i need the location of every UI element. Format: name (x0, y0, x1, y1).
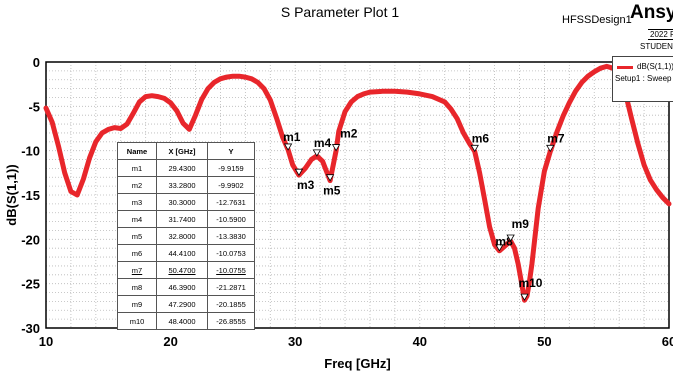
marker-x: 32.8000 (156, 227, 208, 245)
marker-name: m6 (117, 244, 157, 262)
x-tick-label: 30 (288, 334, 302, 349)
marker-y: -13.3830 (207, 227, 255, 245)
marker-m9-icon[interactable] (506, 234, 515, 242)
table-row: m3 30.3000 -12.7631 (117, 193, 255, 211)
table-row: m10 48.4000 -26.8555 (117, 312, 255, 330)
marker-label-m9: m9 (512, 217, 530, 231)
table-row: m9 47.2900 -20.1855 (117, 295, 255, 313)
marker-x: 50.4700 (156, 261, 208, 279)
design-name: HFSSDesign1 (562, 14, 632, 26)
marker-name: m5 (117, 227, 157, 245)
table-row: m4 31.7400 -10.5900 (117, 210, 255, 228)
header-y: Y (207, 142, 255, 160)
marker-name: m10 (117, 312, 157, 330)
release-label: 2022 R (648, 29, 673, 40)
marker-x: 31.7400 (156, 210, 208, 228)
x-tick-label: 60 (662, 334, 673, 349)
x-axis-label: Freq [GHz] (324, 356, 390, 371)
marker-y: -9.9159 (207, 159, 255, 177)
marker-y: -20.1855 (207, 295, 255, 313)
marker-x: 48.4000 (156, 312, 208, 330)
marker-y: -12.7631 (207, 193, 255, 211)
marker-x: 33.2800 (156, 176, 208, 194)
marker-y: -10.0755 (207, 261, 255, 279)
marker-y: -9.9902 (207, 176, 255, 194)
marker-m5-icon[interactable] (325, 174, 335, 182)
marker-y: -21.2871 (207, 278, 255, 296)
table-row: m5 32.8000 -13.3830 (117, 227, 255, 245)
y-tick-label: -30 (21, 321, 40, 336)
header-x: X [GHz] (156, 142, 208, 160)
legend-swatch (617, 66, 633, 69)
y-tick-label: -10 (21, 144, 40, 159)
marker-name: m7 (117, 261, 157, 279)
legend-box[interactable]: dB(S(1,1)) Setup1 : Sweep (612, 56, 673, 102)
y-tick-label: -15 (21, 188, 40, 203)
marker-m6-icon[interactable] (470, 144, 479, 153)
table-row: m1 29.4300 -9.9159 (117, 159, 255, 177)
marker-x: 46.3900 (156, 278, 208, 296)
marker-name: m2 (117, 176, 157, 194)
marker-y: -10.5900 (207, 210, 255, 228)
marker-label-m3: m3 (297, 178, 315, 192)
marker-table[interactable]: Name X [GHz] Y m1 29.4300 -9.9159 m2 33.280… (117, 142, 255, 330)
marker-m3-icon[interactable] (294, 168, 304, 176)
y-tick-label: -5 (28, 99, 40, 114)
header-name: Name (117, 142, 157, 160)
marker-name: m9 (117, 295, 157, 313)
student-label: STUDENT (640, 42, 673, 51)
marker-label-m5: m5 (323, 184, 341, 198)
marker-m4-icon[interactable] (312, 149, 322, 157)
marker-label-m4: m4 (314, 136, 332, 150)
brand-logo: Ansys (630, 2, 673, 23)
table-row: m7 50.4700 -10.0755 (117, 261, 255, 279)
marker-label-m6: m6 (472, 131, 490, 145)
marker-m7-icon[interactable] (546, 144, 555, 153)
marker-x: 30.3000 (156, 193, 208, 211)
marker-label-m10: m10 (518, 276, 542, 290)
y-axis-label: dB(S(1,1)) (4, 164, 19, 225)
marker-name: m3 (117, 193, 157, 211)
chart-title: S Parameter Plot 1 (280, 4, 400, 20)
marker-x: 44.4100 (156, 244, 208, 262)
marker-name: m8 (117, 278, 157, 296)
marker-y: -26.8555 (207, 312, 255, 330)
plot-frame (45, 61, 670, 329)
marker-label-m2: m2 (340, 127, 358, 141)
marker-x: 29.4300 (156, 159, 208, 177)
marker-x: 47.2900 (156, 295, 208, 313)
legend-series-name: dB(S(1,1)) (637, 62, 673, 71)
marker-label-m7: m7 (547, 131, 565, 145)
legend-setup: Setup1 : Sweep (615, 74, 672, 83)
y-tick-label: -25 (21, 277, 40, 292)
series-line-dBS11 (43, 63, 672, 303)
marker-name: m4 (117, 210, 157, 228)
x-tick-label: 50 (537, 334, 551, 349)
marker-table-header: Name X [GHz] Y (117, 142, 255, 160)
marker-m1-icon[interactable] (283, 143, 293, 151)
x-tick-label: 10 (39, 334, 53, 349)
y-tick-label: 0 (33, 55, 40, 70)
x-tick-label: 20 (163, 334, 177, 349)
table-row: m2 33.2800 -9.9902 (117, 176, 255, 194)
plot-grid (45, 61, 670, 329)
marker-name: m1 (117, 159, 157, 177)
table-row: m6 44.4100 -10.0753 (117, 244, 255, 262)
y-tick-label: -20 (21, 232, 40, 247)
marker-label-m1: m1 (283, 130, 301, 144)
marker-m8-icon[interactable] (495, 244, 504, 252)
marker-y: -10.0753 (207, 244, 255, 262)
axis-ticks: 10 20 30 40 50 60 0 -5 -10 -15 -20 -25 -30 (21, 55, 673, 349)
marker-m10-icon[interactable] (520, 293, 529, 301)
table-row: m8 46.3900 -21.2871 (117, 278, 255, 296)
marker-m2-icon[interactable] (331, 144, 341, 152)
x-tick-label: 40 (413, 334, 427, 349)
